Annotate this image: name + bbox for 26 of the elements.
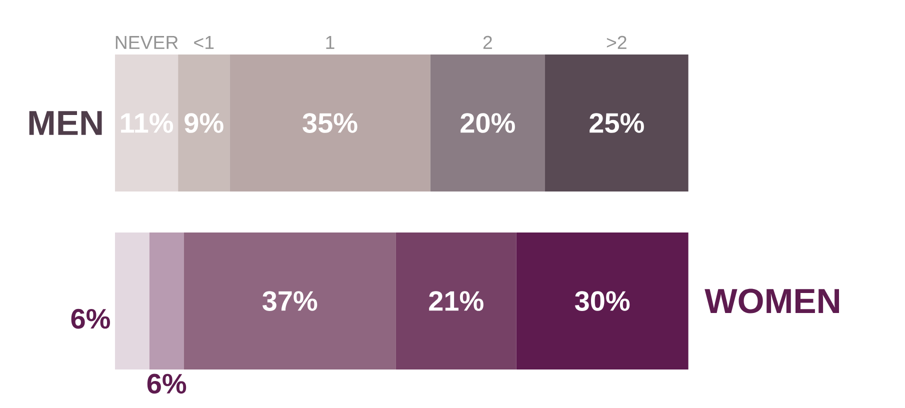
data-label: 21% <box>429 291 484 311</box>
bar <box>115 54 178 192</box>
data-label: 25% <box>590 113 644 133</box>
y-tick-label: WOMEN <box>704 288 840 314</box>
series-label: NEVER <box>116 36 178 49</box>
bar <box>545 54 688 192</box>
y-tick-label: MEN <box>29 111 102 135</box>
data-label: 37% <box>262 291 318 311</box>
bar <box>230 54 430 192</box>
series-label: <1 <box>194 36 214 49</box>
data-label: 30% <box>574 291 630 311</box>
data-label: 20% <box>460 113 515 133</box>
data-label: 9% <box>184 113 224 133</box>
bar <box>149 232 184 370</box>
series-label: 1 <box>326 36 334 49</box>
bar <box>115 232 150 370</box>
data-label: 6% <box>71 308 110 329</box>
series-label: >2 <box>606 36 626 49</box>
bar <box>396 232 516 370</box>
bar <box>178 54 230 192</box>
data-label: 6% <box>147 374 186 394</box>
data-label: 35% <box>302 113 358 133</box>
series-label: 2 <box>483 36 492 49</box>
bar <box>430 54 546 192</box>
bar <box>184 232 396 370</box>
bar <box>516 232 688 370</box>
